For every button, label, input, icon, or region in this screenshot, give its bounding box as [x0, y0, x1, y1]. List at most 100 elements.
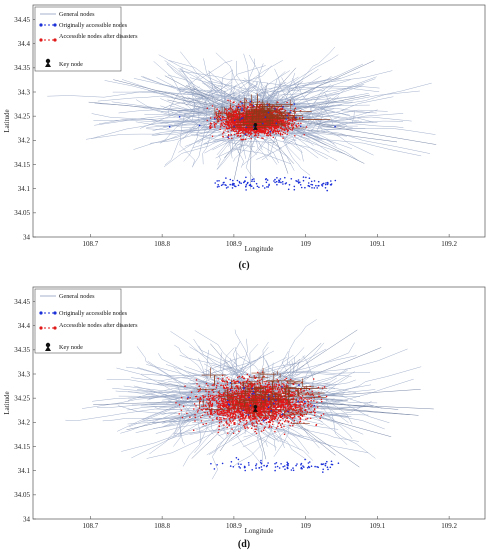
after-disaster-node	[223, 116, 226, 119]
after-disaster-node	[260, 416, 263, 419]
after-disaster-node	[270, 123, 273, 126]
after-disaster-node	[292, 424, 294, 427]
after-disaster-node	[290, 408, 293, 410]
after-disaster-node	[279, 413, 281, 415]
originally-accessible-node	[219, 117, 222, 120]
originally-accessible-node	[280, 181, 282, 184]
after-disaster-node	[280, 107, 282, 110]
after-disaster-node	[275, 127, 278, 130]
after-disaster-node	[225, 120, 227, 123]
road-segment	[118, 108, 213, 114]
after-disaster-node	[299, 405, 301, 407]
after-disaster-node	[233, 379, 235, 382]
after-disaster-node	[224, 118, 226, 121]
originally-accessible-node	[222, 183, 224, 186]
after-disaster-node	[235, 111, 237, 114]
after-disaster-node	[228, 378, 230, 380]
after-disaster-node	[218, 428, 220, 431]
originally-accessible-node	[266, 179, 269, 181]
after-disaster-node	[257, 136, 259, 138]
after-disaster-node	[277, 126, 280, 128]
after-disaster-node	[283, 383, 285, 386]
after-disaster-node	[276, 130, 278, 132]
originally-accessible-node	[304, 186, 306, 189]
originally-accessible-node	[293, 185, 296, 188]
after-disaster-node	[239, 132, 242, 134]
after-disaster-node	[231, 121, 233, 124]
after-disaster-node	[284, 121, 286, 123]
originally-accessible-node	[322, 182, 325, 185]
road-segment	[304, 123, 358, 127]
after-disaster-node	[264, 129, 266, 131]
originally-accessible-node	[246, 182, 249, 185]
road-segment	[106, 379, 200, 390]
highway-segment	[164, 75, 245, 119]
after-disaster-node	[241, 119, 244, 122]
originally-accessible-node	[229, 178, 232, 181]
originally-accessible-node	[284, 176, 286, 179]
after-disaster-node	[209, 122, 212, 124]
road-segment	[179, 354, 288, 393]
road-segment	[215, 52, 257, 99]
road-segment	[279, 410, 323, 422]
after-disaster-node	[227, 404, 229, 407]
road-segment	[252, 413, 359, 442]
after-disaster-node	[302, 399, 305, 401]
road-segment	[293, 110, 327, 127]
originally-accessible-node	[223, 181, 225, 184]
after-disaster-node	[207, 384, 209, 387]
after-disaster-node	[229, 114, 231, 116]
after-disaster-node	[286, 420, 288, 422]
after-disaster-node	[199, 387, 202, 390]
after-disaster-node	[227, 130, 229, 133]
after-disaster-node	[279, 134, 282, 136]
originally-accessible-node	[295, 116, 297, 119]
originally-accessible-node	[237, 106, 240, 109]
after-disaster-node	[259, 382, 262, 384]
after-disaster-node	[242, 132, 245, 134]
originally-accessible-node	[282, 106, 284, 108]
originally-accessible-node	[245, 176, 247, 179]
after-disaster-node	[286, 101, 288, 104]
after-disaster-node	[228, 108, 231, 110]
after-disaster-node	[281, 422, 284, 425]
road-segment	[165, 364, 234, 388]
after-disaster-node	[222, 118, 225, 121]
after-disaster-node	[228, 120, 230, 122]
after-disaster-node	[226, 401, 229, 404]
node-points	[175, 367, 340, 473]
after-disaster-node	[240, 410, 242, 413]
road-segment	[300, 389, 344, 396]
originally-accessible-node	[198, 124, 201, 127]
after-disaster-node	[219, 125, 222, 128]
after-disaster-node	[290, 120, 292, 122]
originally-accessible-node	[299, 181, 301, 183]
road-segment	[276, 420, 285, 449]
originally-accessible-node	[268, 183, 270, 186]
road-segment	[308, 92, 330, 127]
after-disaster-node	[212, 397, 215, 399]
originally-accessible-node	[225, 187, 228, 189]
originally-accessible-node	[233, 119, 236, 122]
after-disaster-node	[227, 432, 229, 434]
originally-accessible-node	[244, 180, 246, 182]
originally-accessible-node	[236, 179, 239, 182]
after-disaster-node	[249, 418, 251, 420]
road-segment	[162, 396, 236, 401]
after-disaster-node	[216, 405, 219, 407]
originally-accessible-node	[248, 184, 251, 187]
after-disaster-node	[292, 123, 295, 126]
after-disaster-node	[276, 378, 279, 381]
after-disaster-node	[269, 400, 271, 403]
after-disaster-node	[219, 417, 221, 419]
after-disaster-node	[226, 114, 228, 116]
after-disaster-node	[231, 123, 233, 125]
after-disaster-node	[216, 394, 218, 397]
originally-accessible-node	[253, 180, 255, 183]
after-disaster-node	[279, 402, 281, 404]
road-segment	[323, 128, 374, 156]
road-segment	[268, 133, 297, 141]
after-disaster-node	[274, 383, 276, 385]
after-disaster-node	[223, 123, 226, 125]
